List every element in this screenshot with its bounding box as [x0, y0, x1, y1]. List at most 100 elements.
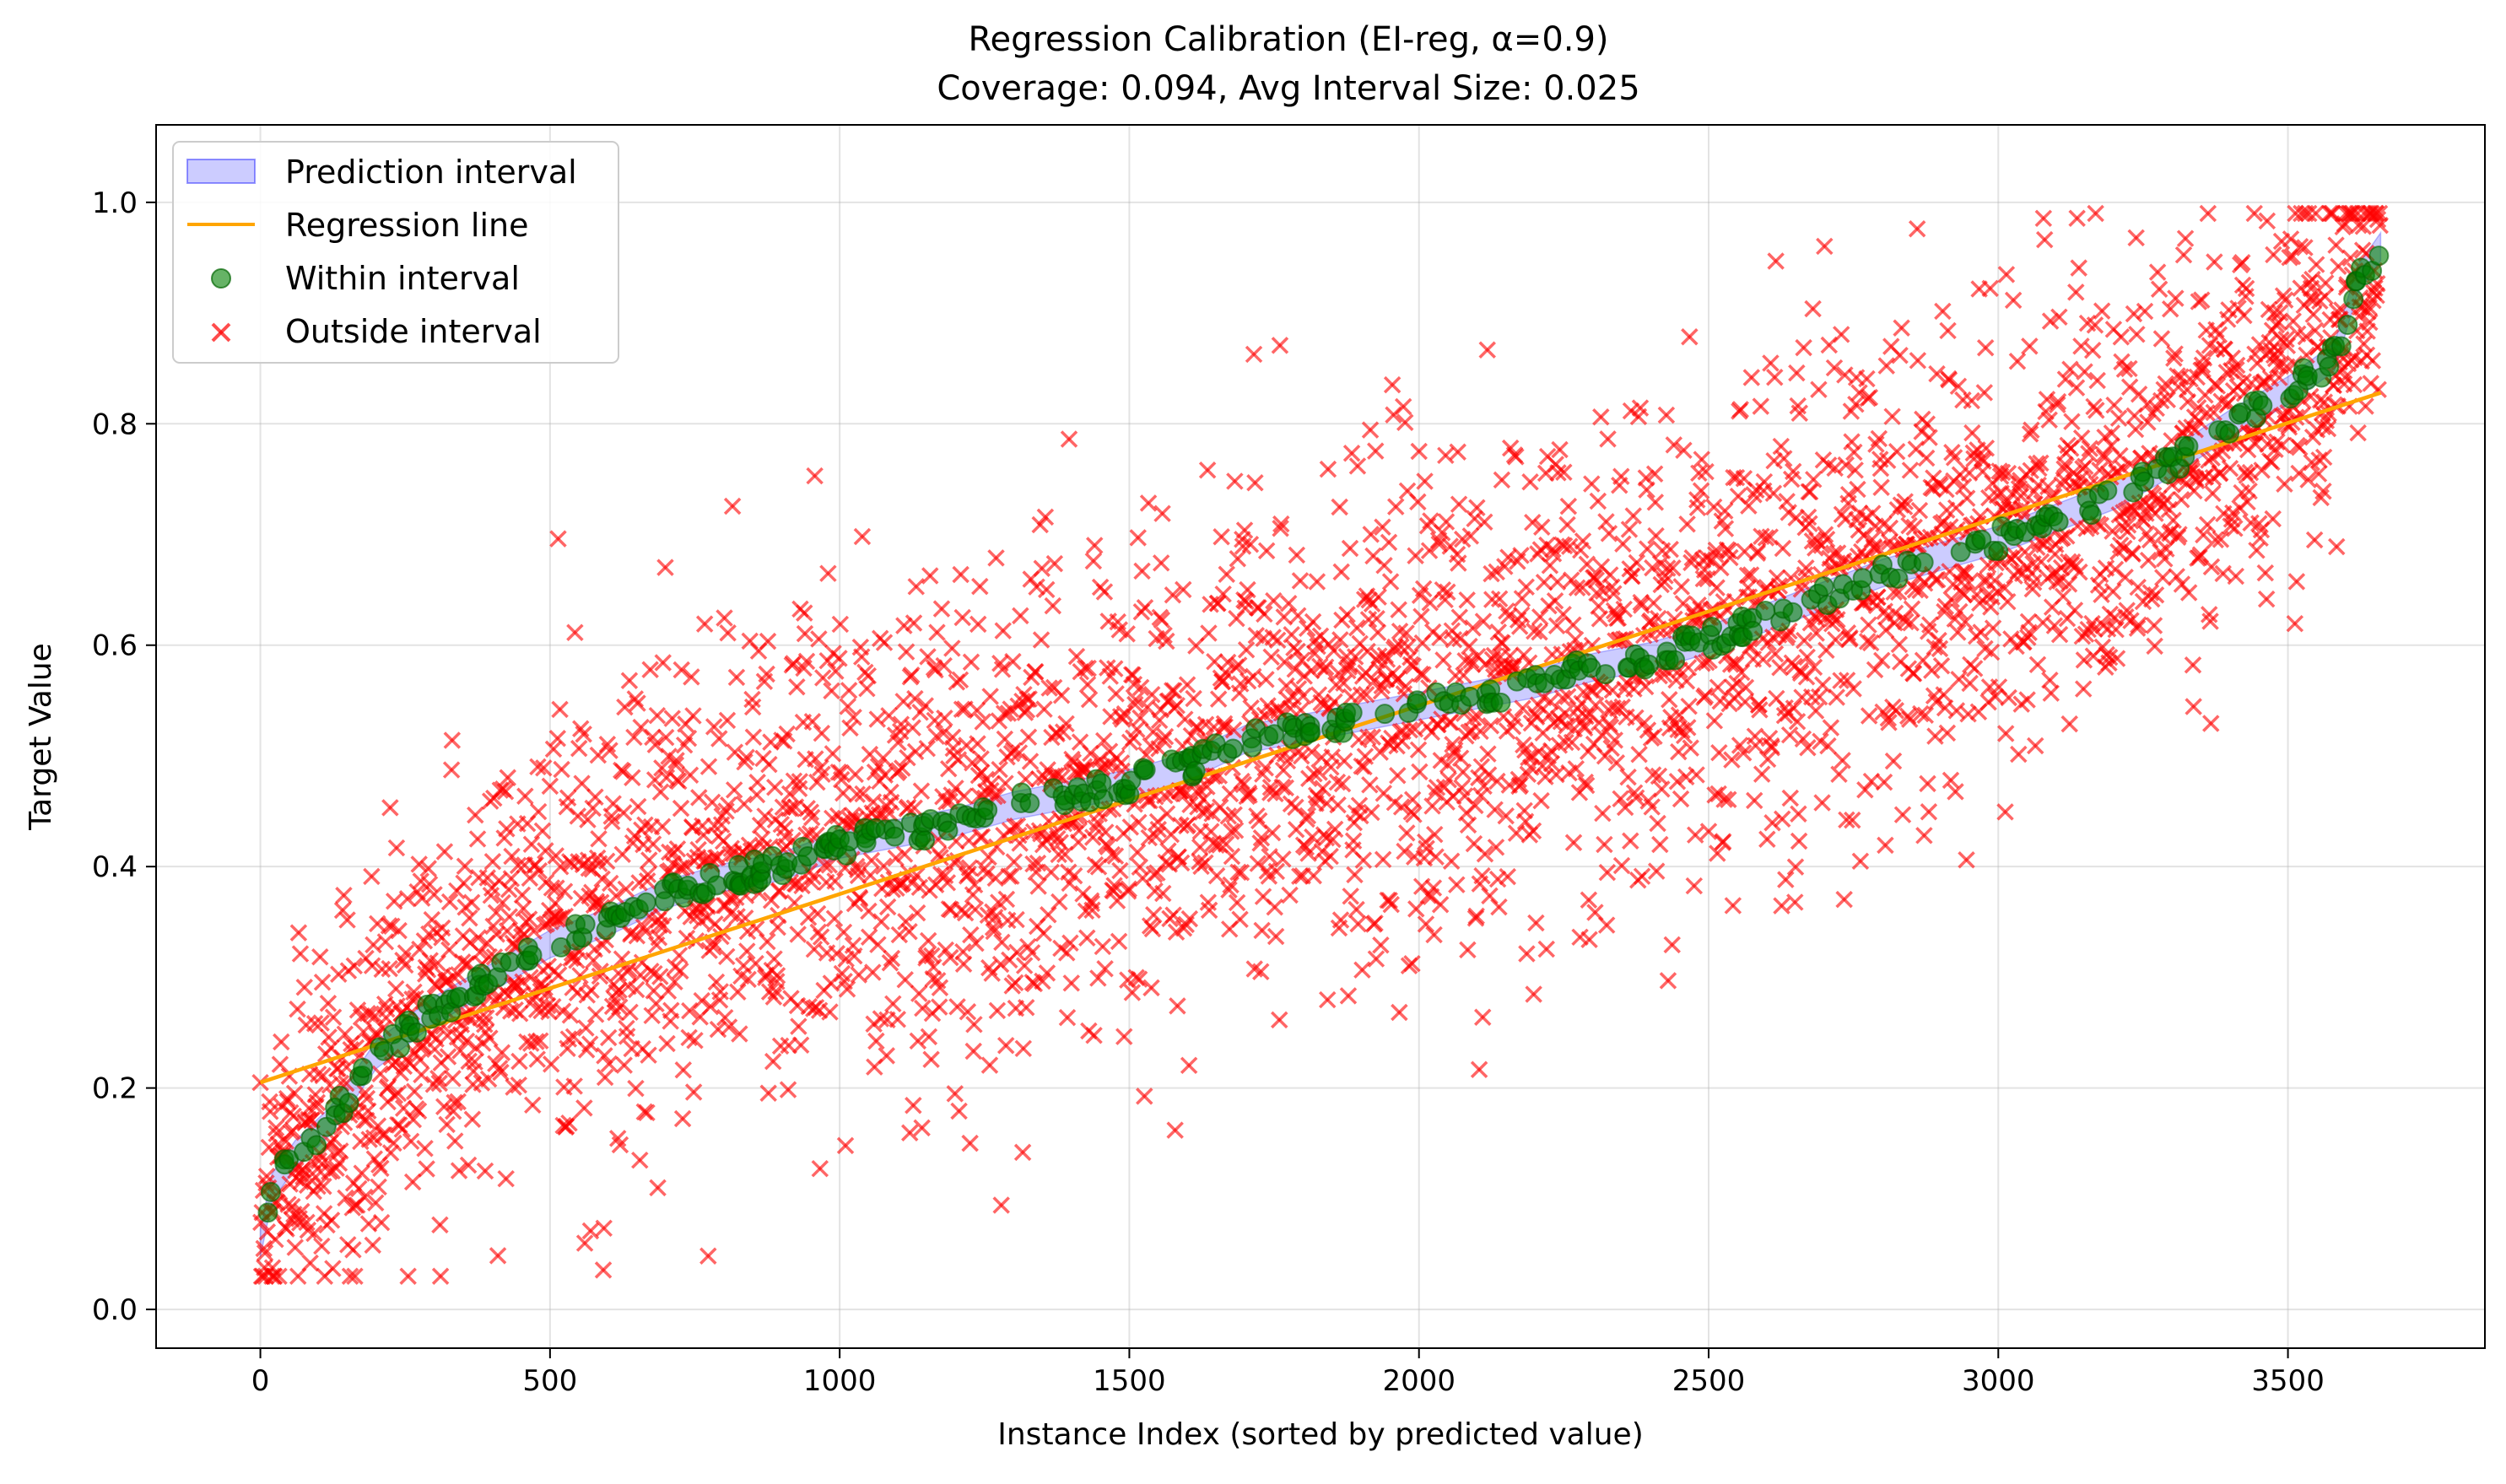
outside-interval-point [449, 1093, 467, 1111]
within-interval-point [260, 1181, 281, 1202]
outside-interval-point [559, 1030, 578, 1048]
outside-interval-point [335, 887, 353, 904]
outside-interval-point [681, 766, 699, 784]
outside-interval-point [370, 1178, 387, 1196]
outside-interval-point [456, 857, 474, 876]
outside-interval-point [301, 1254, 319, 1272]
outside-interval-point [333, 901, 352, 920]
outside-interval-point [760, 755, 778, 774]
outside-interval-point [662, 1001, 680, 1019]
outside-interval-point [381, 959, 398, 978]
outside-interval-point [710, 730, 728, 747]
outside-interval-point [530, 861, 548, 880]
outside-interval-point [654, 654, 672, 672]
within-interval-point [1595, 664, 1616, 685]
outside-interval-point [359, 1102, 377, 1120]
outside-interval-point [490, 1060, 509, 1077]
y-tick-label: 1.0 [92, 186, 138, 220]
outside-interval-point [363, 957, 381, 974]
outside-interval-point [705, 718, 723, 736]
outside-interval-point [644, 835, 662, 853]
within-interval-point [2081, 505, 2102, 526]
outside-interval-point [390, 921, 408, 940]
outside-interval-point [278, 1220, 295, 1238]
outside-interval-point [627, 980, 645, 999]
outside-interval-point [440, 941, 458, 959]
outside-interval-point [759, 1084, 777, 1103]
outside-interval-point [399, 1267, 417, 1285]
outside-interval-point [487, 904, 505, 922]
outside-interval-point [779, 1081, 797, 1098]
outside-interval-point [672, 799, 690, 818]
outside-interval-point [575, 1099, 593, 1117]
outside-interval-point [627, 1079, 645, 1098]
outside-interval-point [322, 1211, 341, 1229]
within-interval-point [884, 826, 905, 847]
outside-interval-point [277, 1132, 295, 1150]
within-interval-point [2330, 336, 2352, 357]
outside-interval-point [385, 893, 403, 910]
outside-interval-point [582, 981, 600, 999]
outside-interval-point [805, 940, 824, 958]
within-interval-point [1852, 568, 1873, 589]
outside-interval-point [503, 847, 521, 866]
outside-interval-point [527, 1033, 545, 1050]
y-tick-label: 0.6 [92, 629, 138, 663]
outside-interval-point [346, 1267, 364, 1285]
outside-interval-point [709, 848, 726, 866]
outside-interval-point [418, 1160, 435, 1178]
outside-interval-point [690, 789, 708, 807]
outside-interval-point [459, 1156, 478, 1174]
outside-interval-point [463, 1110, 482, 1128]
outside-interval-point [659, 982, 678, 1000]
outside-interval-point [338, 911, 356, 929]
outside-interval-point [802, 803, 820, 821]
outside-interval-point [575, 726, 592, 743]
outside-interval-point [515, 899, 532, 918]
outside-interval-point [806, 467, 824, 485]
outside-interval-point [720, 796, 737, 814]
within-interval-point [1490, 692, 1511, 713]
outside-interval-point [575, 1234, 594, 1252]
outside-interval-point [800, 997, 818, 1016]
within-interval-point [306, 1135, 327, 1156]
outside-interval-point [595, 1219, 613, 1238]
outside-interval-point [521, 969, 539, 986]
outside-interval-point [766, 779, 784, 796]
outside-interval-point [372, 1159, 390, 1178]
outside-interval-point [255, 1239, 273, 1258]
within-interval-point [406, 1022, 427, 1043]
outside-interval-point [684, 707, 702, 725]
outside-interval-point [440, 893, 459, 911]
outside-interval-point [494, 893, 511, 912]
outside-interval-point [270, 1267, 288, 1285]
outside-interval-point [577, 1019, 595, 1037]
within-interval-point [2368, 246, 2390, 267]
outside-interval-point [549, 966, 568, 984]
outside-interval-point [803, 713, 822, 731]
outside-interval-point [707, 973, 726, 991]
outside-interval-point [670, 772, 688, 791]
legend-within-marker [211, 268, 231, 289]
outside-interval-point [529, 802, 548, 821]
outside-interval-point [483, 852, 502, 871]
outside-interval-point [738, 942, 756, 960]
outside-interval-point [420, 875, 439, 893]
outside-interval-point [614, 763, 632, 780]
outside-interval-point [603, 812, 621, 831]
outside-interval-point [748, 774, 766, 791]
outside-interval-point [455, 874, 473, 893]
outside-interval-point [785, 772, 803, 790]
outside-interval-point [446, 1132, 464, 1150]
outside-interval-point [289, 1000, 306, 1018]
outside-interval-point [355, 1111, 373, 1129]
outside-interval-point [737, 748, 755, 767]
outside-interval-point [431, 1267, 450, 1285]
outside-interval-point [493, 1044, 511, 1061]
y-axis-label: Target Value [24, 643, 58, 831]
within-interval-point [1782, 602, 1803, 623]
outside-interval-point [481, 1029, 499, 1047]
outside-interval-point [537, 842, 554, 860]
outside-interval-point [438, 1115, 456, 1134]
outside-interval-point [488, 925, 505, 943]
